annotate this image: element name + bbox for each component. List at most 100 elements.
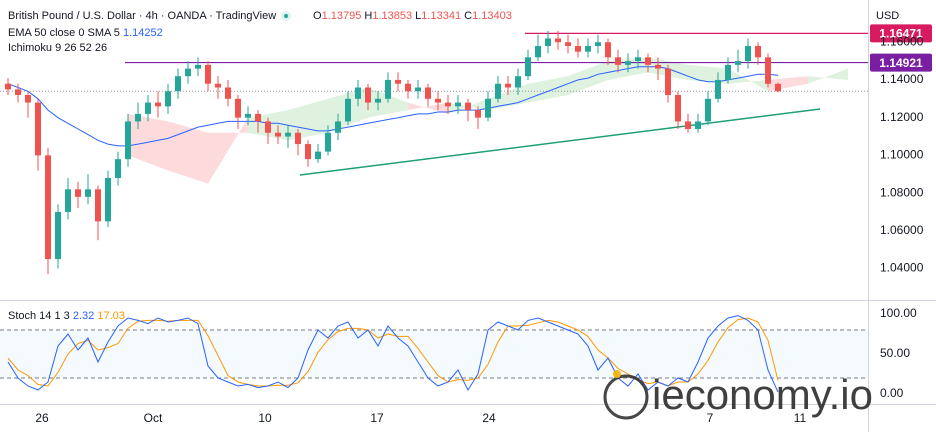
candle-body [555,38,561,43]
candle-body [205,64,211,84]
candle-body [305,144,311,160]
candle-body [225,87,231,99]
candle-body [775,83,781,92]
watermark: ieconomy.io [603,370,873,420]
candle-body [385,79,391,99]
candle-body [445,102,451,107]
candle-body [625,61,631,65]
candle-body [685,121,691,129]
stoch-d-value: 17.03 [97,310,125,322]
ohlc-prefix: L [415,10,421,22]
watermark-logo [603,374,649,420]
trendline [299,108,821,176]
candle-body [515,76,521,88]
candle-body [195,64,201,69]
y-tick-label: 1.16000 [880,34,924,48]
candle-body [275,132,281,137]
stoch-k-value: 2.32 [73,310,94,322]
candle-body [395,79,401,84]
candle-body [735,61,741,65]
candle-body [485,98,491,118]
y-tick-label: 1.08000 [880,185,924,199]
ichimoku-legend: Ichimoku 9 26 52 26 [8,42,107,54]
candle-body [25,95,31,103]
ohlc-prefix: C [464,10,472,22]
candle-body [345,98,351,122]
level-tag [870,53,932,72]
level-tag [870,24,932,43]
candle-body [495,83,501,99]
candle-body [145,102,151,114]
candle-body [665,68,671,96]
ohlc-value: 1.13403 [472,10,512,22]
candle-body [295,132,301,145]
stoch-pane [0,315,868,393]
ohlc-value: 1.13795 [322,10,362,22]
candle-body [65,189,71,212]
stoch-label: Stoch 14 1 3 [8,310,70,322]
ohlc-value: 1.13341 [421,10,461,22]
ichimoku-cloud [208,117,248,184]
y-tick-label: 50.00 [880,346,910,360]
candle-body [615,57,621,65]
candle-body [585,46,591,52]
x-tick-label: 26 [35,411,49,425]
candle-body [695,121,701,129]
candle-body [725,64,731,80]
candle-body [335,121,341,133]
candle-body [115,159,121,179]
ohlc-prefix: O [313,10,322,22]
ohlc-prefix: H [364,10,372,22]
ema-line [7,66,779,147]
ichimoku-cloud [528,76,568,103]
candle-body [235,98,241,118]
candle-body [635,57,641,62]
x-tick-label: 7 [707,411,714,425]
candle-body [755,46,761,58]
candle-body [155,102,161,107]
candle-body [575,46,581,52]
candle-body [535,46,541,58]
candle-body [415,87,421,92]
candle-body [255,113,261,122]
ohlc-readout: O1.13795 H1.13853 L1.13341 C1.13403 [313,10,512,22]
y-tick-label: 1.12000 [880,110,924,124]
currency-label: USD [876,10,899,22]
candle-body [605,42,611,58]
x-tick-label: 10 [258,411,272,425]
candle-body [175,76,181,92]
y-tick-label: 1.06000 [880,223,924,237]
candle-body [15,89,21,96]
ichimoku-cloud [808,68,848,84]
y-tick-label: 1.10000 [880,148,924,162]
y-tick-label: 0.00 [880,386,904,400]
level-tag-label: 1.14921 [879,56,923,70]
stoch-line [7,317,779,387]
level-tag-label: 1.16471 [879,27,923,41]
candle-body [745,46,751,62]
candle-body [405,83,411,92]
candle-body [95,189,101,222]
stoch-line [7,315,779,393]
ohlc-value: 1.13853 [372,10,412,22]
candle-body [705,98,711,122]
chart-title: British Pound / U.S. Dollar · 4h · OANDA… [8,10,276,22]
candle-body [75,189,81,197]
candle-body [165,91,171,107]
candle-body [125,121,131,160]
candle-body [435,98,441,103]
ema-value: 1.14252 [123,27,163,39]
candle-body [135,113,141,122]
x-tick-label: 17 [370,411,384,425]
ichimoku-cloud [168,121,208,184]
candle-body [455,102,461,107]
candle-body [5,83,11,90]
watermark-text: ieconomy.io [652,371,873,418]
candle-body [765,57,771,84]
candle-body [215,83,221,88]
candle-body [425,87,431,99]
candle-body [645,57,651,65]
candle-body [245,113,251,118]
candle-body [525,57,531,77]
